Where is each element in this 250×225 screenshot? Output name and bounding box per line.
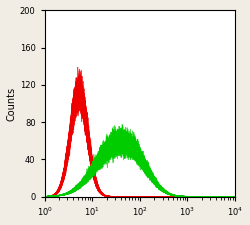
Y-axis label: Counts: Counts — [7, 86, 17, 121]
